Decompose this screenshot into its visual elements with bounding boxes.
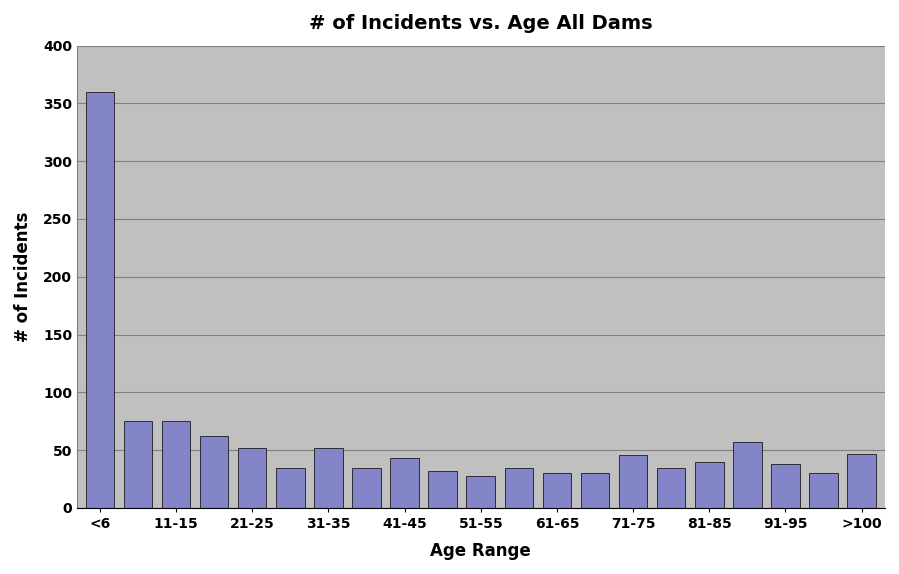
Bar xyxy=(581,474,610,508)
Bar xyxy=(238,448,266,508)
Bar xyxy=(657,467,686,508)
Bar xyxy=(162,421,191,508)
Bar xyxy=(429,471,457,508)
Bar xyxy=(695,461,724,508)
Bar xyxy=(848,453,876,508)
Bar xyxy=(809,474,838,508)
X-axis label: Age Range: Age Range xyxy=(431,542,531,560)
Bar xyxy=(504,467,533,508)
Bar xyxy=(771,464,800,508)
Bar xyxy=(85,92,114,508)
Bar xyxy=(619,455,647,508)
Bar xyxy=(352,467,381,508)
Bar xyxy=(467,476,495,508)
Bar xyxy=(276,467,305,508)
Bar xyxy=(543,474,571,508)
Bar xyxy=(200,436,228,508)
Bar xyxy=(124,421,152,508)
Y-axis label: # of Incidents: # of Incidents xyxy=(13,212,31,342)
Bar xyxy=(314,448,343,508)
Title: # of Incidents vs. Age All Dams: # of Incidents vs. Age All Dams xyxy=(309,14,653,33)
Bar xyxy=(390,458,419,508)
Bar xyxy=(733,442,761,508)
